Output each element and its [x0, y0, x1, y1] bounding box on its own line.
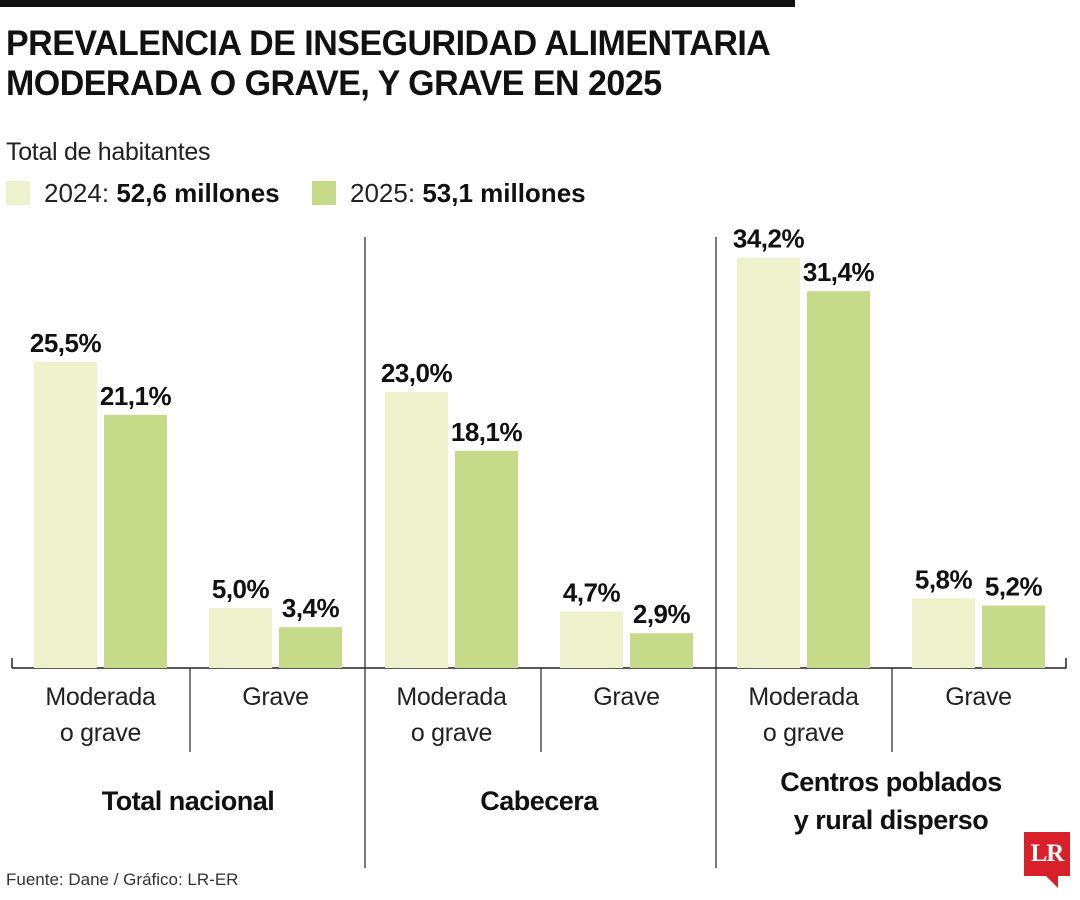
category-label-g3-c1-line2: o grave — [763, 719, 844, 747]
data-label-g1-c1-s2024: 25,5% — [30, 328, 102, 358]
chart-title: PREVALENCIA DE INSEGURIDAD ALIMENTARIA M… — [6, 24, 976, 104]
data-label-g1-c2-s2024: 5,0% — [212, 574, 270, 604]
legend-year-2025: 2025: — [350, 178, 416, 208]
legend-year-2024: 2024: — [44, 178, 110, 208]
data-label-g2-c1-s2024: 23,0% — [381, 358, 453, 388]
group-label-1-line1: Total nacional — [102, 786, 275, 816]
legend-value-2025: 53,1 millones — [422, 178, 586, 208]
data-label-g3-c2-s2025: 5,2% — [985, 572, 1043, 602]
data-label-g3-c1-s2024: 34,2% — [733, 224, 805, 254]
bar-g3-c2-s2024 — [912, 598, 975, 668]
group-label-3-line1: Centros poblados — [780, 767, 1002, 797]
lr-logo-tail — [1046, 876, 1058, 888]
data-label-g2-c2-s2025: 2,9% — [633, 599, 691, 629]
category-label-g1-c2-line1: Grave — [242, 683, 309, 711]
bar-g2-c1-s2025 — [455, 450, 518, 668]
category-label-g2-c1-line2: o grave — [411, 719, 492, 747]
bar-g1-c1-s2025 — [104, 414, 167, 668]
data-label-g1-c1-s2025: 21,1% — [100, 381, 172, 411]
group-label-2-line1: Cabecera — [480, 786, 599, 816]
bar-g1-c2-s2024 — [209, 608, 272, 668]
category-label-g2-c2-line1: Grave — [593, 683, 660, 711]
category-label-g3-c1-line1: Moderada — [748, 683, 859, 711]
bar-g1-c1-s2024 — [34, 362, 97, 668]
top-rule — [0, 0, 795, 7]
legend-swatch-2024 — [6, 181, 30, 205]
chart-subtitle: Total de habitantes — [6, 138, 211, 166]
bar-g2-c2-s2024 — [560, 611, 623, 668]
chart-title-line-1: PREVALENCIA DE INSEGURIDAD ALIMENTARIA — [6, 24, 771, 63]
category-label-g2-c1-line1: Moderada — [396, 683, 507, 711]
category-label-g1-c1-line2: o grave — [60, 719, 141, 747]
legend-item-2024: 2024: 52,6 millones — [6, 176, 280, 210]
bar-g1-c2-s2025 — [279, 627, 342, 668]
data-label-g2-c2-s2024: 4,7% — [563, 578, 621, 608]
legend-swatch-2025 — [312, 181, 336, 205]
category-label-g1-c1-line1: Moderada — [45, 683, 156, 711]
bar-g2-c1-s2024 — [385, 392, 448, 668]
legend-item-2025: 2025: 53,1 millones — [312, 176, 586, 210]
chart-title-line-2: MODERADA O GRAVE, Y GRAVE EN 2025 — [6, 64, 662, 103]
bar-g2-c2-s2025 — [630, 633, 693, 668]
data-label-g2-c1-s2025: 18,1% — [451, 417, 523, 447]
bar-g3-c1-s2025 — [807, 291, 870, 668]
bar-g3-c1-s2024 — [737, 257, 800, 668]
data-label-g3-c1-s2025: 31,4% — [803, 257, 875, 287]
legend-value-2024: 52,6 millones — [116, 178, 280, 208]
data-label-g1-c2-s2025: 3,4% — [282, 593, 340, 623]
category-label-g3-c2-line1: Grave — [945, 683, 1012, 711]
data-label-g3-c2-s2024: 5,8% — [915, 564, 973, 594]
bar-g3-c2-s2025 — [982, 605, 1045, 668]
source-footer: Fuente: Dane / Gráfico: LR-ER — [6, 870, 239, 889]
group-label-3-line2: y rural disperso — [794, 805, 989, 835]
lr-logo: LR — [1024, 832, 1070, 876]
